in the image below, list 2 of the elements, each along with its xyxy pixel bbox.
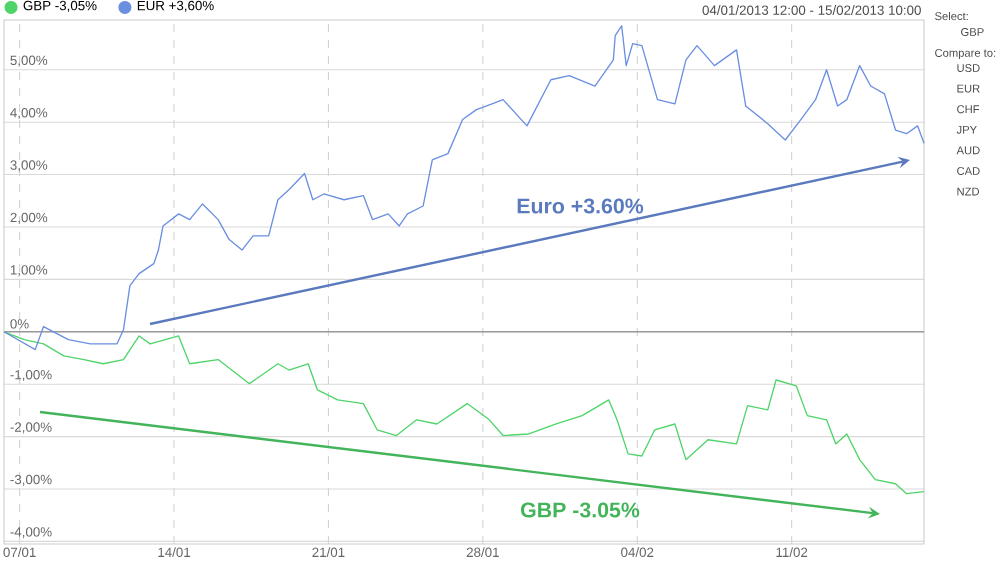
annotation: GBP -3.05%	[521, 502, 640, 518]
annotation: Euro +3.60%	[517, 198, 644, 214]
